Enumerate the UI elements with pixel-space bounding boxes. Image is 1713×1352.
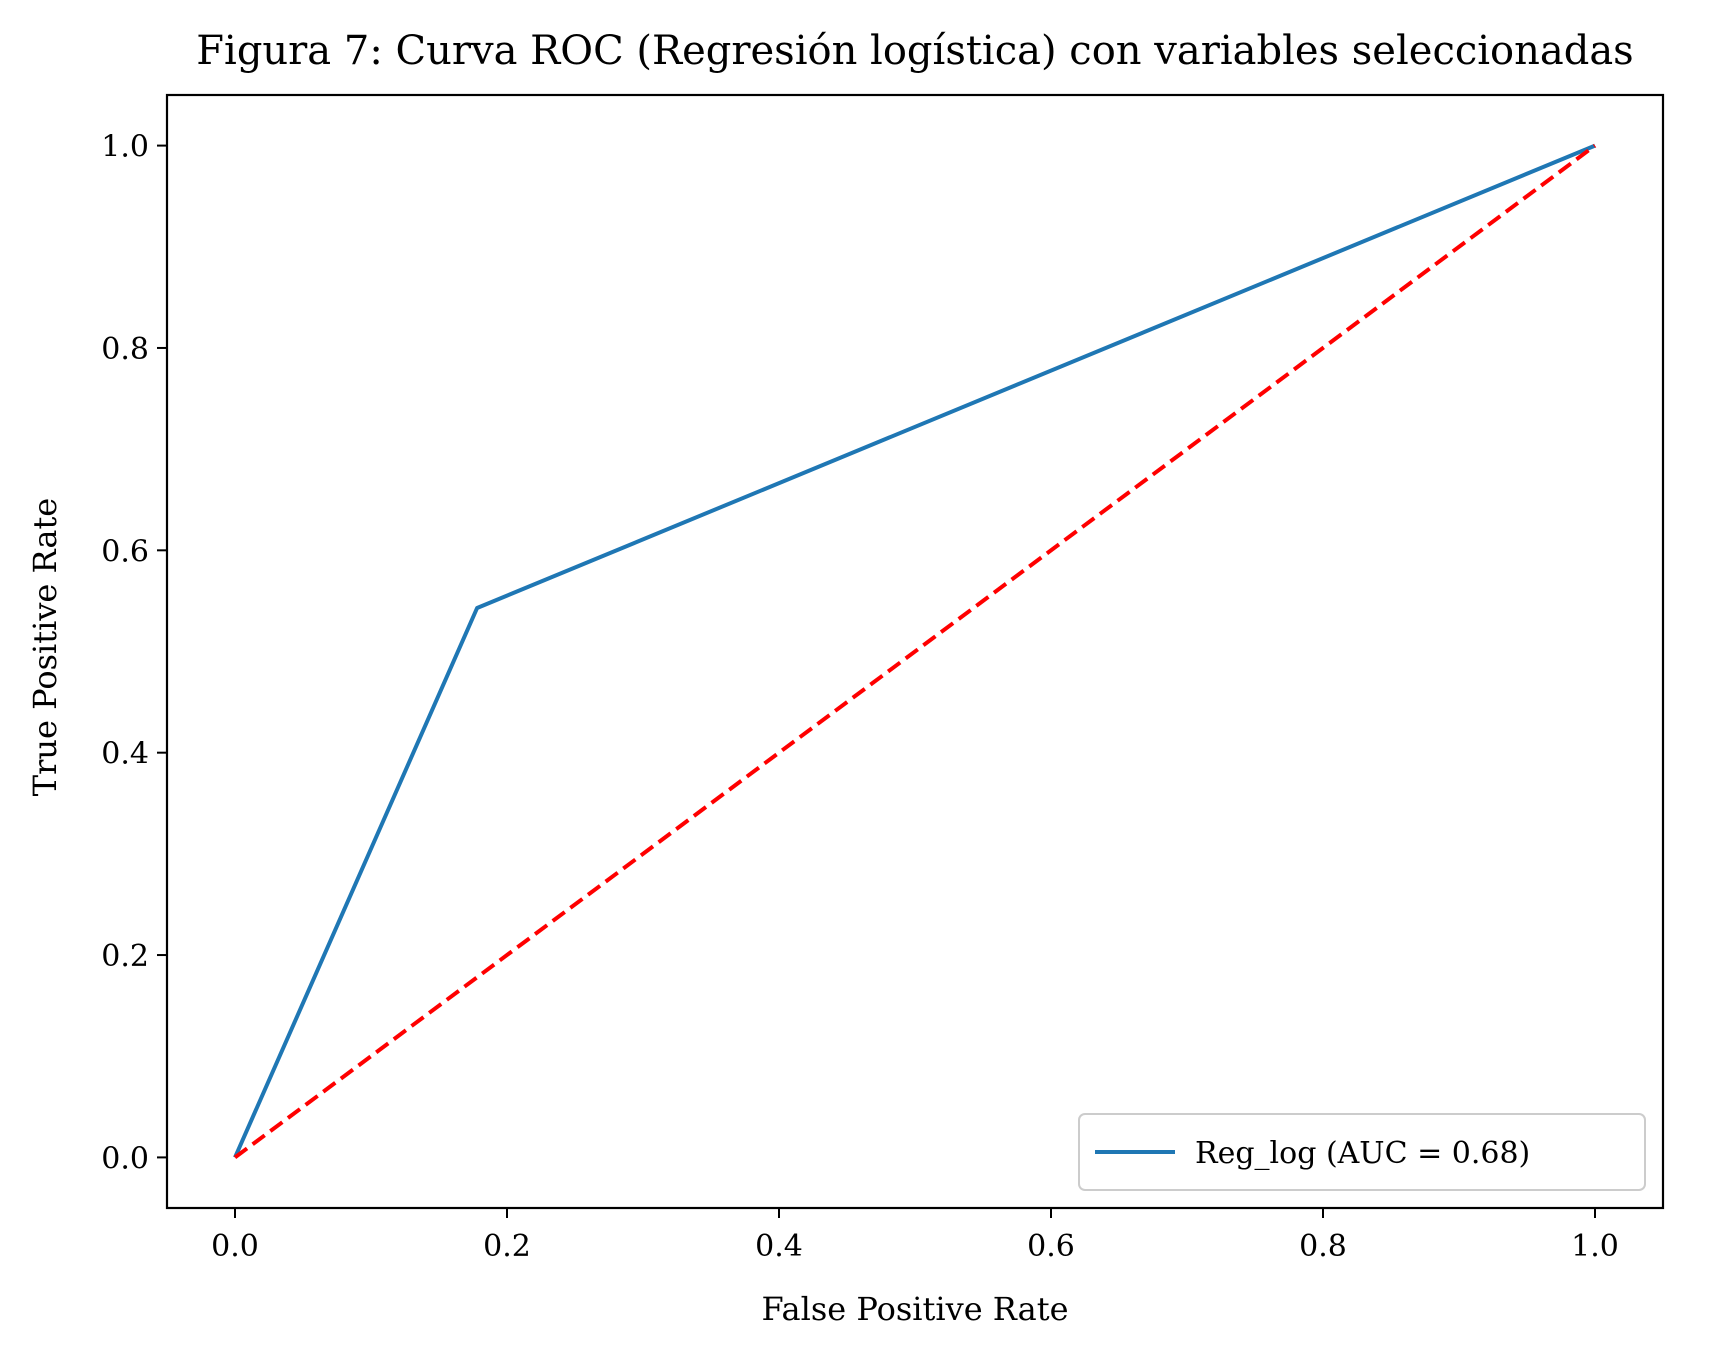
plot-frame — [165, 93, 1665, 1210]
x-tick-label: 0.6 — [1027, 1229, 1075, 1264]
legend-label: Reg_log (AUC = 0.68) — [1195, 1136, 1530, 1171]
y-tick-label: 0.6 — [101, 534, 149, 569]
y-tick-label: 0.2 — [101, 939, 149, 974]
x-tick-label: 0.0 — [211, 1229, 259, 1264]
y-tick-label: 1.0 — [101, 130, 149, 165]
legend: Reg_log (AUC = 0.68) — [1078, 1113, 1646, 1191]
reference-diagonal-line — [233, 143, 1597, 1160]
x-axis-label: False Positive Rate — [761, 1290, 1068, 1328]
x-tick-label: 0.8 — [1299, 1229, 1347, 1264]
x-tick-label: 0.2 — [483, 1229, 531, 1264]
legend-box — [1078, 1113, 1646, 1191]
x-tick-label: 1.0 — [1571, 1229, 1619, 1264]
x-tick-label: 0.4 — [755, 1229, 803, 1264]
y-tick-label: 0.4 — [101, 737, 149, 772]
y-tick-label: 0.8 — [101, 332, 149, 367]
chart-title: Figura 7: Curva ROC (Regresión logística… — [196, 28, 1633, 74]
roc-curve-line — [233, 143, 1596, 1159]
y-axis-label: True Positive Rate — [26, 498, 64, 797]
plot-area: 0.0 0.2 0.4 0.6 0.8 1.0 0.0 0.2 0.4 0.6 0.8 1.0 Reg_… — [101, 93, 1665, 1264]
y-tick-label: 0.0 — [101, 1141, 149, 1176]
